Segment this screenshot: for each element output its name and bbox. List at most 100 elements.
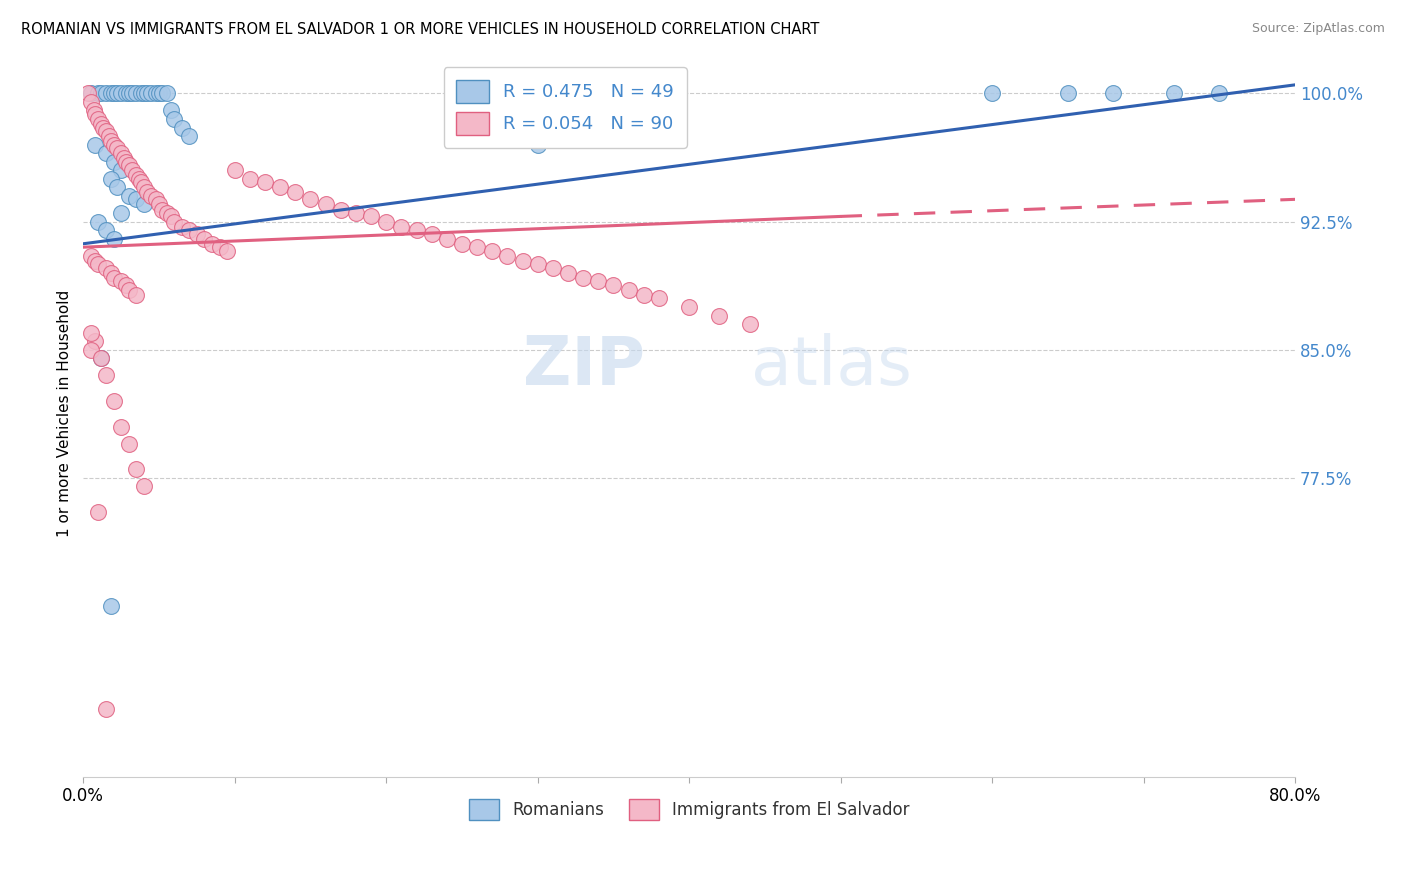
Point — [90, 87, 112, 101]
Point — [91, 120, 114, 135]
Point — [80, 95, 103, 109]
Point — [103, 232, 125, 246]
Point — [163, 112, 186, 126]
Point — [80, 249, 103, 263]
Point — [588, 274, 610, 288]
Point — [87, 87, 110, 101]
Point — [633, 288, 655, 302]
Point — [129, 87, 152, 101]
Point — [405, 223, 427, 237]
Point — [208, 240, 231, 254]
Point — [420, 227, 443, 241]
Point — [132, 87, 155, 101]
Point — [118, 189, 141, 203]
Point — [526, 257, 548, 271]
Point — [512, 253, 534, 268]
Point — [678, 300, 700, 314]
Point — [150, 202, 173, 217]
Point — [299, 192, 322, 206]
Point — [179, 129, 201, 144]
Point — [110, 87, 132, 101]
Point — [179, 223, 201, 237]
Point — [160, 210, 183, 224]
Text: ZIP: ZIP — [523, 333, 645, 399]
Point — [145, 192, 167, 206]
Point — [360, 210, 382, 224]
Text: atlas: atlas — [751, 333, 912, 399]
Point — [110, 206, 132, 220]
Text: ROMANIAN VS IMMIGRANTS FROM EL SALVADOR 1 OR MORE VEHICLES IN HOUSEHOLD CORRELAT: ROMANIAN VS IMMIGRANTS FROM EL SALVADOR … — [21, 22, 820, 37]
Point — [94, 124, 117, 138]
Point — [145, 87, 167, 101]
Point — [389, 219, 412, 234]
Point — [80, 326, 103, 340]
Point — [90, 351, 112, 366]
Point — [87, 257, 110, 271]
Point — [100, 87, 122, 101]
Point — [80, 343, 103, 357]
Point — [84, 253, 107, 268]
Point — [541, 260, 564, 275]
Point — [114, 154, 136, 169]
Point — [239, 171, 262, 186]
Point — [648, 292, 671, 306]
Point — [110, 163, 132, 178]
Point — [110, 419, 132, 434]
Point — [526, 137, 548, 152]
Point — [141, 87, 163, 101]
Point — [118, 87, 141, 101]
Point — [1208, 87, 1230, 101]
Point — [110, 146, 132, 161]
Text: Source: ZipAtlas.com: Source: ZipAtlas.com — [1251, 22, 1385, 36]
Point — [217, 244, 239, 258]
Point — [148, 197, 170, 211]
Point — [186, 227, 208, 241]
Point — [118, 283, 141, 297]
Point — [481, 244, 503, 258]
Point — [125, 462, 148, 476]
Point — [121, 87, 143, 101]
Point — [170, 120, 193, 135]
Point — [329, 202, 352, 217]
Point — [451, 236, 474, 251]
Point — [557, 129, 579, 144]
Point — [105, 87, 128, 101]
Point — [315, 197, 337, 211]
Point — [201, 236, 224, 251]
Point — [98, 129, 121, 144]
Point — [94, 260, 117, 275]
Point — [617, 112, 640, 126]
Point — [465, 240, 488, 254]
Point — [114, 87, 136, 101]
Point — [602, 277, 624, 292]
Point — [114, 277, 136, 292]
Point — [148, 87, 170, 101]
Point — [105, 141, 128, 155]
Point — [129, 175, 152, 189]
Point — [155, 87, 177, 101]
Point — [284, 186, 307, 200]
Point — [496, 249, 519, 263]
Legend: Romanians, Immigrants from El Salvador: Romanians, Immigrants from El Salvador — [463, 792, 917, 827]
Point — [112, 151, 135, 165]
Point — [118, 436, 141, 450]
Point — [80, 87, 103, 101]
Point — [981, 87, 1004, 101]
Point — [163, 214, 186, 228]
Point — [94, 368, 117, 383]
Point — [103, 154, 125, 169]
Point — [100, 266, 122, 280]
Point — [155, 206, 177, 220]
Point — [105, 180, 128, 194]
Point — [100, 171, 122, 186]
Point — [648, 103, 671, 118]
Point — [84, 137, 107, 152]
Point — [125, 169, 148, 183]
Point — [125, 288, 148, 302]
Point — [87, 505, 110, 519]
Point — [1163, 87, 1185, 101]
Point — [132, 197, 155, 211]
Point — [94, 146, 117, 161]
Point — [193, 232, 215, 246]
Point — [103, 271, 125, 285]
